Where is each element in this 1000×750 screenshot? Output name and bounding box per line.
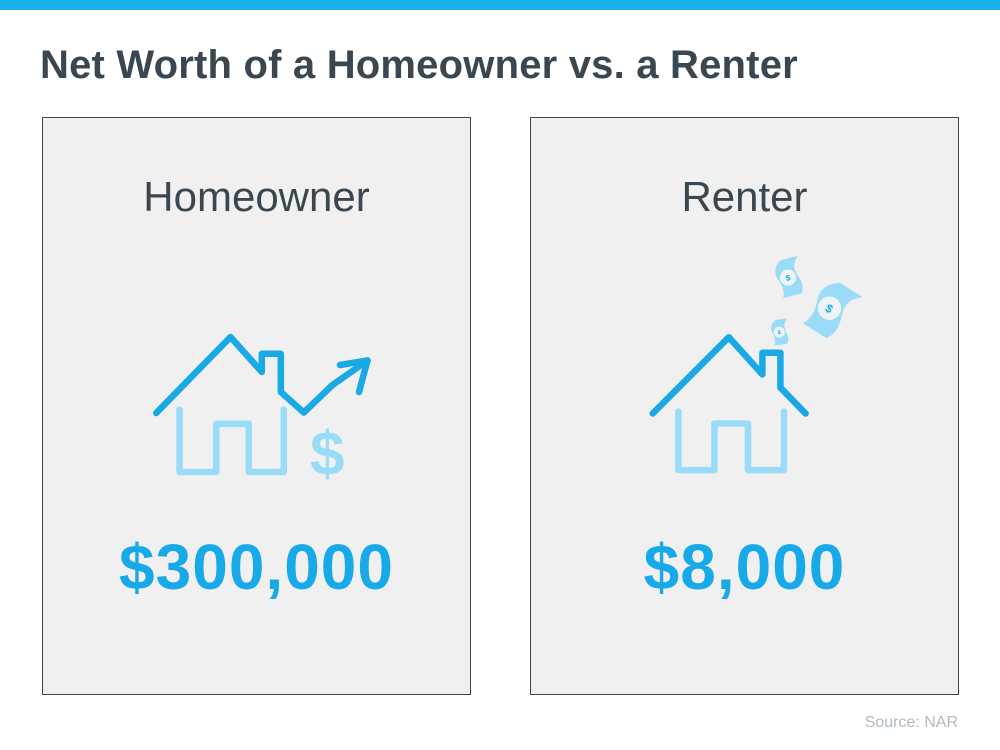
svg-text:$: $ <box>310 420 344 489</box>
